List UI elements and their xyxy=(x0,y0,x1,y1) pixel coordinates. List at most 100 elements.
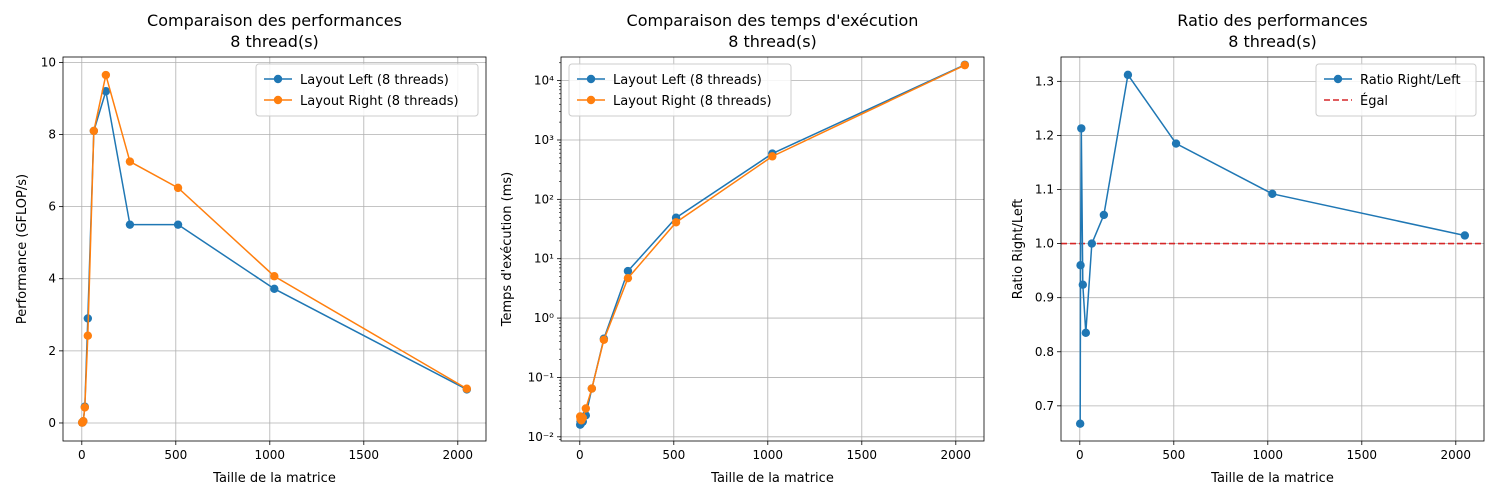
x-axis-label: Taille de la matrice xyxy=(710,471,834,486)
legend-swatch-marker xyxy=(273,74,283,84)
data-point xyxy=(1123,70,1133,80)
y-axis-label: Ratio Right/Left xyxy=(1011,199,1026,300)
legend-swatch-marker xyxy=(273,95,283,105)
series-line-1 xyxy=(579,64,966,425)
x-tick-label: 500 xyxy=(164,448,187,462)
data-point xyxy=(80,403,90,412)
legend-label: Layout Left (8 threads) xyxy=(300,73,449,88)
y-tick-label: 0.7 xyxy=(1035,399,1054,413)
data-point xyxy=(1087,239,1097,248)
y-tick-label: 8 xyxy=(48,128,56,142)
x-tick-label: 1500 xyxy=(1347,448,1378,462)
data-point xyxy=(270,284,279,294)
x-tick-label: 500 xyxy=(662,448,685,462)
x-tick-label: 2000 xyxy=(443,448,474,462)
legend: Layout Left (8 threads) Layout Right (8 t… xyxy=(568,63,792,117)
data-point xyxy=(960,60,970,70)
y-tick-label: 10 xyxy=(41,55,56,69)
x-tick-label: 2000 xyxy=(941,448,972,462)
data-point xyxy=(1268,189,1277,199)
data-point xyxy=(173,220,183,229)
data-point xyxy=(587,384,597,393)
data-point xyxy=(101,87,111,96)
x-tick-label: 0 xyxy=(576,448,584,462)
series-line-1 xyxy=(1079,72,1465,424)
data-point xyxy=(1078,280,1088,289)
x-tick-label: 1000 xyxy=(753,448,784,462)
data-point xyxy=(1075,419,1085,428)
legend-label: Layout Right (8 threads) xyxy=(613,94,772,109)
legend: Layout Left (8 threads) Layout Right (8 t… xyxy=(255,63,479,117)
data-point xyxy=(599,335,609,345)
legend-label: Égal xyxy=(1360,93,1388,109)
y-tick-label: 10⁴ xyxy=(534,74,554,88)
data-point xyxy=(79,416,88,426)
legend-box xyxy=(1315,63,1477,117)
y-tick-label: 10⁰ xyxy=(534,311,554,325)
y-tick-label: 10³ xyxy=(534,133,554,147)
axes-frame xyxy=(560,56,985,442)
chart-title: Comparaison des performances xyxy=(147,11,402,30)
chart-subtitle: 8 thread(s) xyxy=(1228,32,1317,51)
x-axis-label: Taille de la matrice xyxy=(1210,471,1334,486)
data-point xyxy=(578,413,588,422)
data-point xyxy=(270,272,279,281)
data-point xyxy=(89,126,99,136)
legend: Ratio Right/Left Égal xyxy=(1315,63,1477,117)
legend-swatch-marker xyxy=(586,74,596,84)
chart-subtitle: 8 thread(s) xyxy=(230,32,319,51)
x-tick-label: 1000 xyxy=(1253,448,1284,462)
x-tick-label: 500 xyxy=(1162,448,1185,462)
legend-swatch-marker xyxy=(1333,74,1343,84)
x-tick-label: 0 xyxy=(78,448,86,462)
plot-area xyxy=(575,60,970,429)
axes-frame xyxy=(1060,56,1485,442)
chart-title: Ratio des performances xyxy=(1177,11,1367,30)
series-line-2 xyxy=(579,64,966,422)
axes-frame xyxy=(62,56,487,442)
data-point xyxy=(623,266,633,276)
y-tick-label: 0.8 xyxy=(1035,345,1054,359)
y-axis-label: Temps d'exécution (ms) xyxy=(500,172,515,327)
chart-panel-3: 0 500 1000 1500 2000 0.7 0.8 0.9 1.0 1.1 1.2 1.3 Rat… xyxy=(1011,11,1485,486)
y-tick-label: 1.3 xyxy=(1035,74,1054,88)
y-tick-label: 2 xyxy=(48,344,56,358)
y-tick-label: 10² xyxy=(534,192,554,206)
chart-panel-1: 0 500 1000 1500 2000 0 2 4 6 8 10 Comparaison des p… xyxy=(15,11,487,486)
data-point xyxy=(83,331,93,340)
y-tick-label: 10⁻² xyxy=(528,430,555,444)
plot-area xyxy=(1061,70,1484,428)
data-point xyxy=(581,404,591,413)
y-tick-label: 1.2 xyxy=(1035,128,1054,142)
y-tick-label: 10¹ xyxy=(534,252,554,266)
data-point xyxy=(462,384,472,393)
x-tick-label: 1500 xyxy=(847,448,878,462)
data-point xyxy=(1077,124,1086,133)
y-tick-label: 1.1 xyxy=(1035,183,1054,197)
data-point xyxy=(125,157,135,166)
data-point xyxy=(173,183,183,193)
legend-box xyxy=(568,63,792,117)
data-point xyxy=(768,152,777,161)
y-tick-label: 4 xyxy=(48,272,56,286)
x-axis-label: Taille de la matrice xyxy=(212,471,336,486)
data-point xyxy=(623,273,633,283)
y-tick-label: 6 xyxy=(48,200,56,214)
legend-label: Layout Right (8 threads) xyxy=(300,94,459,109)
legend-label: Ratio Right/Left xyxy=(1360,73,1461,88)
y-tick-label: 0 xyxy=(48,416,56,430)
data-point xyxy=(1099,210,1109,220)
x-tick-label: 0 xyxy=(1076,448,1084,462)
y-tick-label: 10⁻¹ xyxy=(528,370,555,384)
series-line-1 xyxy=(81,91,468,424)
data-point xyxy=(1460,231,1470,240)
data-point xyxy=(1171,139,1181,148)
data-point xyxy=(101,70,111,80)
data-point xyxy=(1076,261,1085,270)
series-line-2 xyxy=(81,74,468,424)
data-point xyxy=(125,220,135,229)
plot-area xyxy=(77,70,472,427)
x-tick-label: 1000 xyxy=(255,448,286,462)
legend-box xyxy=(255,63,479,117)
y-tick-label: 0.9 xyxy=(1035,291,1054,305)
